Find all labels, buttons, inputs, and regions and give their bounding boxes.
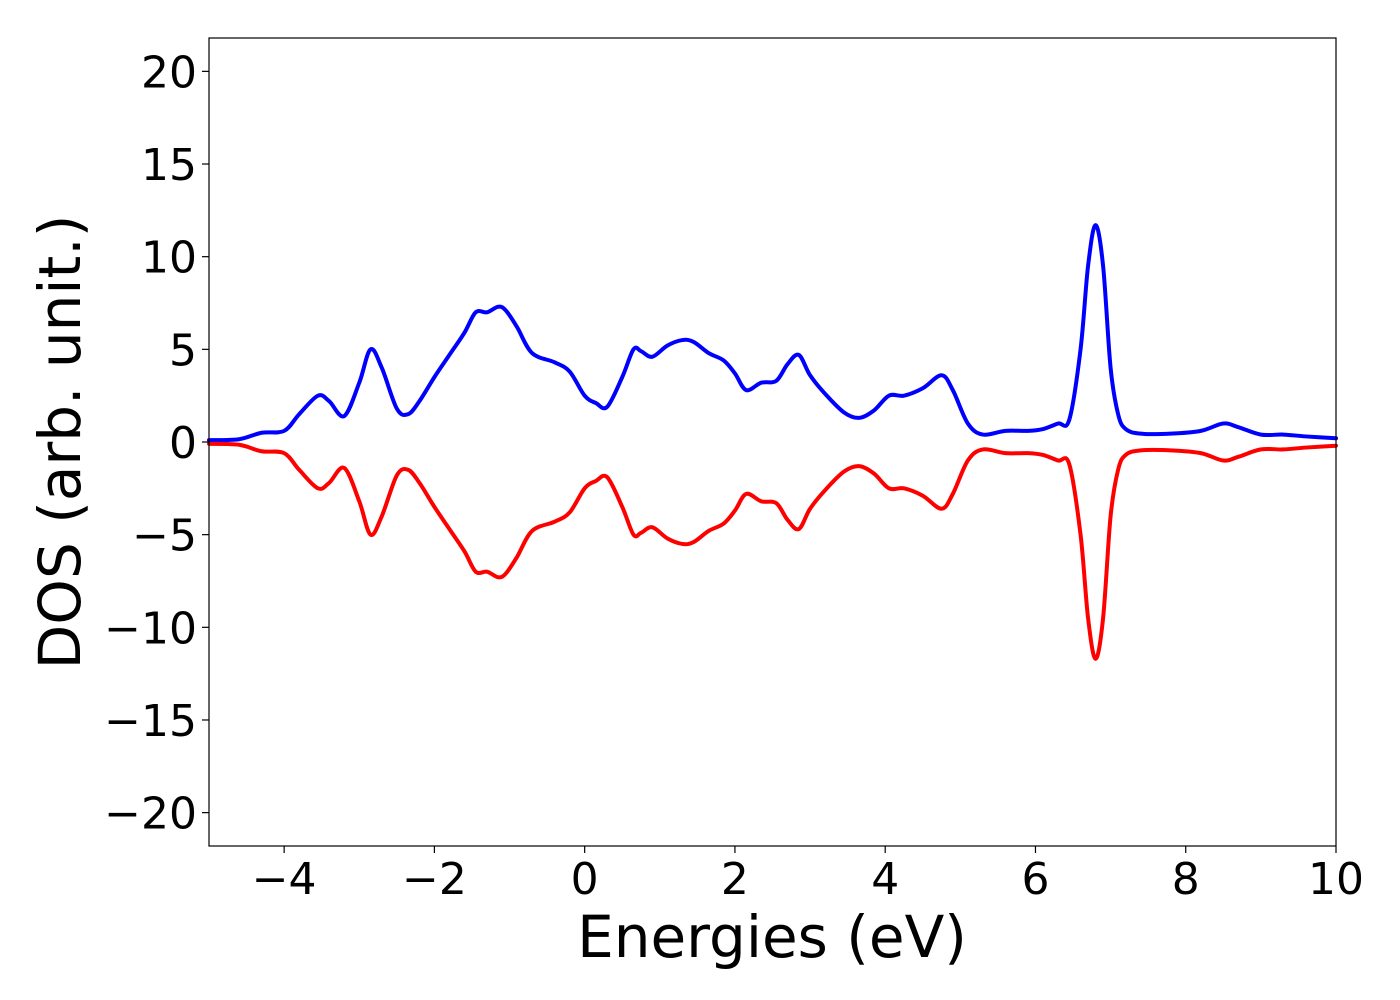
- y-tick-label: 10: [141, 233, 197, 284]
- x-tick-label: 0: [571, 854, 599, 905]
- x-tick-label: 2: [721, 854, 749, 905]
- y-tick-label: 0: [169, 418, 197, 469]
- dos-line-spin-up: [207, 223, 1338, 443]
- x-tick-label: −2: [402, 854, 467, 905]
- y-axis-label: DOS (arb. unit.): [26, 215, 94, 670]
- dos-line-spin-down: [207, 441, 1338, 661]
- y-tick-label: 20: [141, 47, 197, 98]
- y-tick-label: −10: [104, 603, 197, 654]
- x-tick-label: 10: [1308, 854, 1364, 905]
- y-axis-ticks: −20 −15 −10 −5 0 5 10 15 20: [104, 47, 209, 840]
- x-tick-label: −4: [252, 854, 317, 905]
- y-tick-label: 15: [141, 140, 197, 191]
- plot-frame: [208, 37, 1337, 847]
- x-tick-label: 8: [1172, 854, 1200, 905]
- y-tick-label: −20: [104, 789, 197, 840]
- x-axis-ticks: −4 −2 0 2 4 6 8 10: [252, 846, 1364, 905]
- x-axis-label: Energies (eV): [577, 903, 967, 971]
- y-tick-label: −15: [104, 696, 197, 747]
- series-layer: [207, 223, 1338, 661]
- x-tick-label: 4: [871, 854, 899, 905]
- y-tick-label: −5: [132, 511, 197, 562]
- y-tick-label: 5: [169, 325, 197, 376]
- x-tick-label: 6: [1021, 854, 1049, 905]
